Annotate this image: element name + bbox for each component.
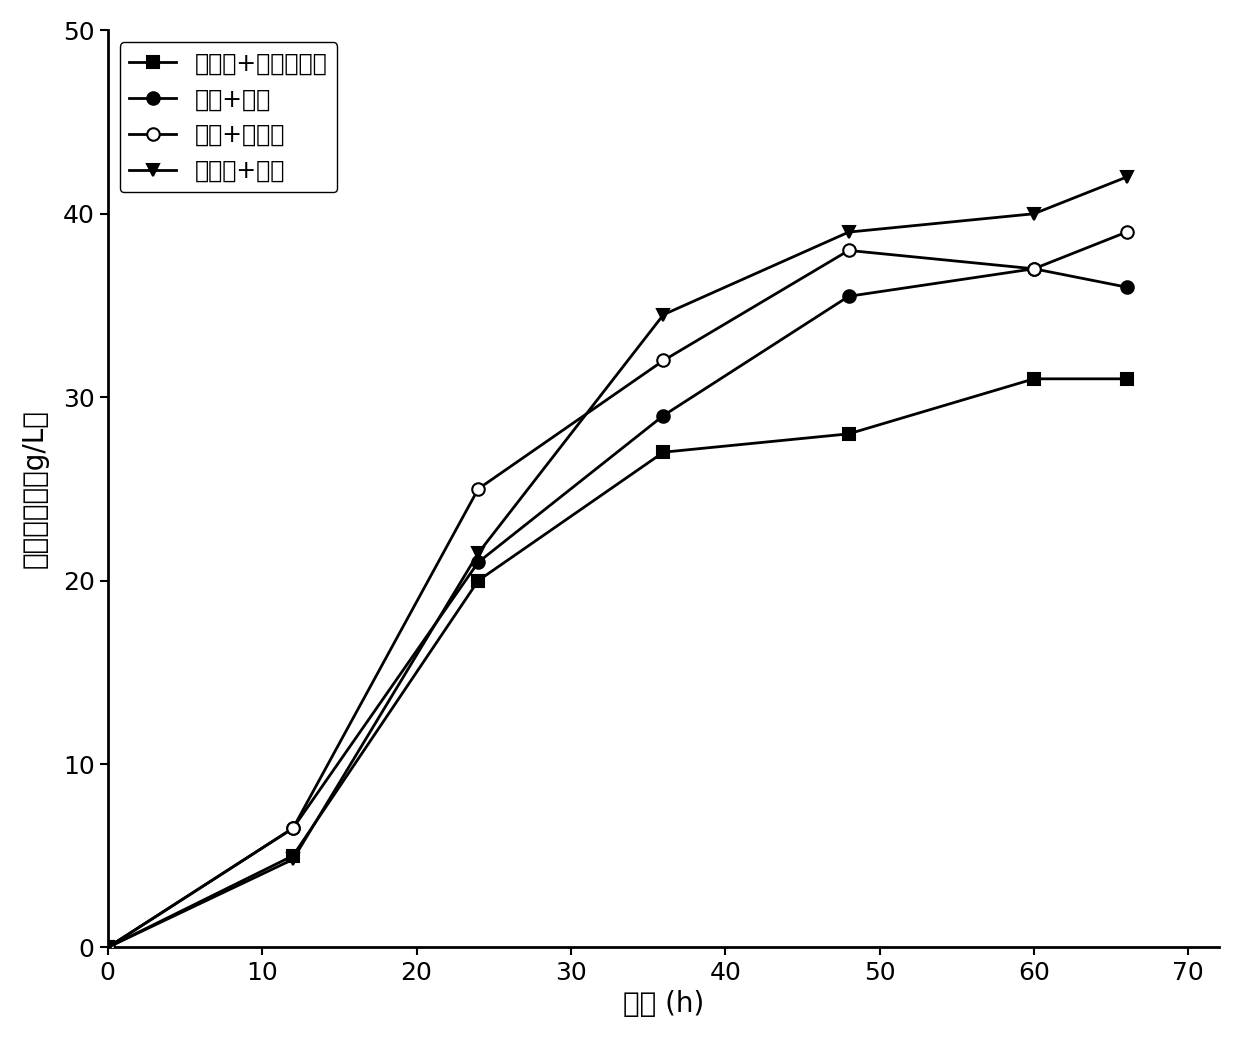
Line: 蔗糖+甜菜碱: 蔗糖+甜菜碱 bbox=[102, 225, 1133, 954]
硫酸铵+大豆蛋白胨 bbox=[1027, 373, 1042, 385]
葡萄糖+糖蜜 bbox=[100, 941, 115, 954]
Legend: 硫酸铵+大豆蛋白胨, 蔗糖+糖蜜, 蔗糖+甜菜碱, 葡萄糖+糖蜜: 硫酸铵+大豆蛋白胨, 蔗糖+糖蜜, 蔗糖+甜菜碱, 葡萄糖+糖蜜 bbox=[119, 43, 337, 192]
蔗糖+甜菜碱 bbox=[1120, 225, 1135, 238]
Y-axis label: 赖氨酸产量（g/L）: 赖氨酸产量（g/L） bbox=[21, 409, 48, 568]
蔗糖+糖蜜 bbox=[471, 556, 486, 568]
蔗糖+甜菜碱 bbox=[1027, 263, 1042, 275]
硫酸铵+大豆蛋白胨 bbox=[100, 941, 115, 954]
葡萄糖+糖蜜 bbox=[471, 547, 486, 559]
蔗糖+甜菜碱 bbox=[100, 941, 115, 954]
Line: 葡萄糖+糖蜜: 葡萄糖+糖蜜 bbox=[102, 170, 1133, 954]
蔗糖+甜菜碱 bbox=[285, 822, 300, 834]
蔗糖+甜菜碱 bbox=[656, 354, 671, 367]
葡萄糖+糖蜜 bbox=[285, 853, 300, 865]
硫酸铵+大豆蛋白胨 bbox=[656, 446, 671, 458]
蔗糖+甜菜碱 bbox=[471, 483, 486, 496]
硫酸铵+大豆蛋白胨 bbox=[471, 575, 486, 587]
硫酸铵+大豆蛋白胨 bbox=[285, 850, 300, 862]
Line: 硫酸铵+大豆蛋白胨: 硫酸铵+大豆蛋白胨 bbox=[102, 373, 1133, 954]
蔗糖+糖蜜 bbox=[841, 290, 856, 302]
X-axis label: 时间 (h): 时间 (h) bbox=[622, 990, 704, 1018]
蔗糖+糖蜜 bbox=[1027, 263, 1042, 275]
蔗糖+糖蜜 bbox=[285, 822, 300, 834]
葡萄糖+糖蜜 bbox=[656, 309, 671, 321]
葡萄糖+糖蜜 bbox=[841, 225, 856, 238]
蔗糖+糖蜜 bbox=[656, 409, 671, 422]
硫酸铵+大豆蛋白胨 bbox=[841, 428, 856, 441]
蔗糖+糖蜜 bbox=[100, 941, 115, 954]
蔗糖+糖蜜 bbox=[1120, 281, 1135, 293]
葡萄糖+糖蜜 bbox=[1027, 208, 1042, 220]
Line: 蔗糖+糖蜜: 蔗糖+糖蜜 bbox=[102, 263, 1133, 954]
蔗糖+甜菜碱 bbox=[841, 244, 856, 257]
硫酸铵+大豆蛋白胨 bbox=[1120, 373, 1135, 385]
葡萄糖+糖蜜 bbox=[1120, 170, 1135, 183]
